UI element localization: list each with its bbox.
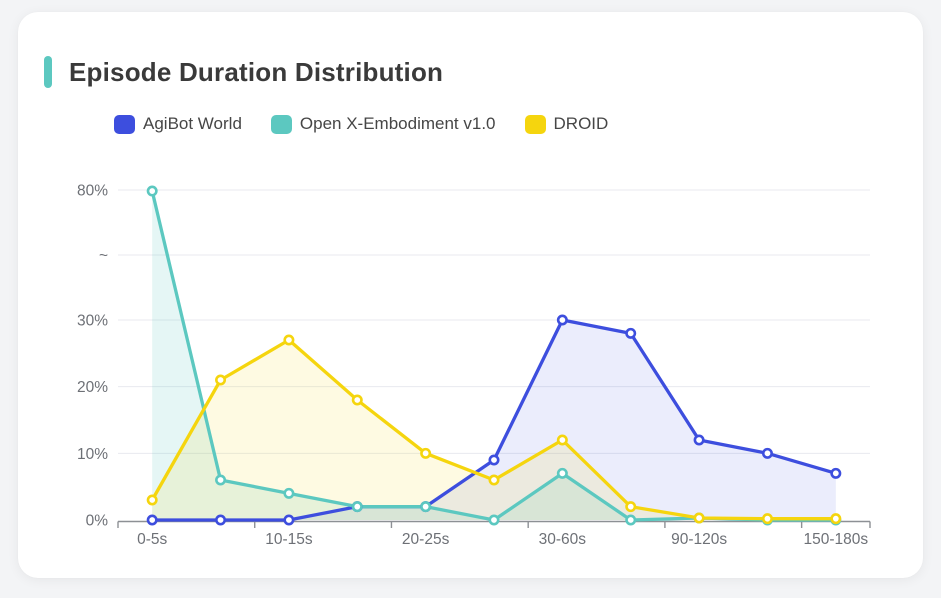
y-axis-tick-label: 30% <box>77 312 108 329</box>
data-point-marker <box>215 514 227 526</box>
legend-item-open-x-embodiment[interactable]: Open X-Embodiment v1.0 <box>270 114 496 134</box>
x-axis-tick-label: 30-60s <box>539 531 587 548</box>
data-point-marker <box>556 467 568 479</box>
data-point-marker <box>625 327 637 339</box>
data-point-marker <box>146 514 158 526</box>
y-axis-tick-label: 10% <box>77 446 108 463</box>
legend-item-droid[interactable]: DROID <box>524 114 609 134</box>
title-row: Episode Duration Distribution <box>44 56 443 88</box>
y-axis-tick-label: 80% <box>77 182 108 199</box>
y-axis-tick-label: ~ <box>99 247 108 264</box>
chart-card: Episode Duration Distribution AgiBot Wor… <box>18 12 923 578</box>
data-point-marker <box>420 447 432 459</box>
legend-label: Open X-Embodiment v1.0 <box>299 114 496 133</box>
series-area <box>152 191 836 520</box>
data-point-marker <box>556 314 568 326</box>
legend-swatch-droid <box>524 114 546 134</box>
series-area <box>152 320 836 520</box>
chart-title: Episode Duration Distribution <box>69 56 444 87</box>
data-point-marker <box>625 501 637 513</box>
y-axis-tick-label: 20% <box>77 379 108 396</box>
data-point-marker <box>488 474 500 486</box>
x-axis-tick-label: 150-180s <box>803 531 868 548</box>
series-area <box>152 340 836 520</box>
data-point-marker <box>215 474 227 486</box>
data-point-marker <box>693 434 705 446</box>
data-point-marker <box>625 514 637 526</box>
data-point-marker <box>693 512 705 524</box>
line-chart: 0% 10% 20% 30% ~80% 0-5s 10-15s 20-25s 30-60s 90-… <box>77 182 871 548</box>
x-axis-tick-label: 0-5s <box>137 531 167 548</box>
data-point-marker <box>146 494 158 506</box>
chart-legend: AgiBot World Open X-Embodiment v1.0 DROI… <box>114 114 608 134</box>
data-point-marker <box>761 447 773 459</box>
data-point-marker <box>215 374 227 386</box>
data-point-marker <box>283 487 295 499</box>
y-axis-tick-label: 0% <box>86 512 109 529</box>
data-point-marker <box>283 334 295 346</box>
data-point-marker <box>420 501 432 513</box>
data-point-marker <box>283 514 295 526</box>
data-point-marker <box>488 514 500 526</box>
legend-label: DROID <box>553 114 609 133</box>
data-point-marker <box>556 434 568 446</box>
x-axis-tick-label: 90-120s <box>671 531 727 548</box>
data-point-marker <box>761 513 773 525</box>
data-point-marker <box>351 394 363 406</box>
x-axis-tick-label: 10-15s <box>265 531 313 548</box>
data-point-marker <box>351 501 363 513</box>
x-axis-tick-label: 20-25s <box>402 531 450 548</box>
title-accent-bar <box>44 56 52 88</box>
legend-swatch-open-x-embodiment <box>270 114 292 134</box>
data-point-marker <box>830 513 842 525</box>
legend-label: AgiBot World <box>143 114 242 133</box>
legend-swatch-agibot-world <box>114 114 135 134</box>
data-point-marker <box>146 185 158 197</box>
data-point-marker <box>488 454 500 466</box>
legend-item-agibot-world[interactable]: AgiBot World <box>114 114 242 134</box>
data-point-marker <box>830 467 842 479</box>
